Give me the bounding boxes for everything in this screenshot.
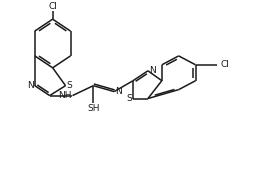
Text: SH: SH (87, 103, 99, 112)
Text: Cl: Cl (48, 2, 57, 11)
Text: S: S (126, 94, 132, 103)
Text: N: N (115, 87, 122, 96)
Text: Cl: Cl (220, 60, 229, 69)
Text: N: N (149, 66, 156, 75)
Text: S: S (67, 81, 72, 90)
Text: NH: NH (58, 91, 72, 100)
Text: N: N (27, 81, 34, 90)
